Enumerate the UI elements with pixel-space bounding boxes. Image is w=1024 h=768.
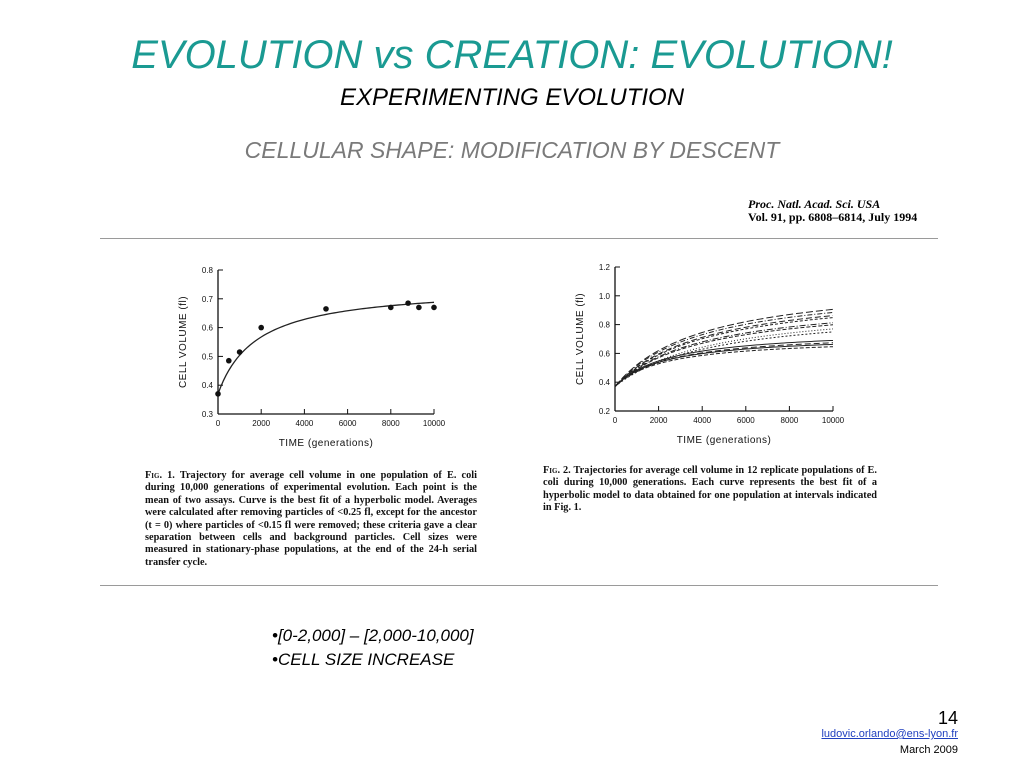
x-tick-label: 4000 xyxy=(296,419,314,428)
y-tick-label: 0.6 xyxy=(202,324,214,333)
y-tick-label: 0.8 xyxy=(202,266,214,275)
data-point xyxy=(215,391,221,397)
x-tick-label: 0 xyxy=(613,416,618,425)
y-tick-label: 0.4 xyxy=(202,381,214,390)
figure-2-label: Fig. 2. xyxy=(543,465,571,476)
y-tick-label: 0.3 xyxy=(202,410,214,419)
replicate-population-curve xyxy=(614,339,834,387)
section-heading: CELLULAR SHAPE: MODIFICATION BY DESCENT xyxy=(244,137,780,163)
replicate-population-curve xyxy=(614,343,834,387)
data-point xyxy=(226,357,232,364)
citation-journal: Proc. Natl. Acad. Sci. USA xyxy=(748,197,881,211)
replicate-population-curve xyxy=(614,331,834,387)
replicate-population-curve xyxy=(614,342,834,387)
x-tick-label: 6000 xyxy=(737,416,755,425)
replicate-population-curve xyxy=(614,324,834,387)
slide-title: EVOLUTION vs CREATION: EVOLUTION! xyxy=(131,33,893,77)
journal-citation: Proc. Natl. Acad. Sci. USA Vol. 91, pp. … xyxy=(748,198,917,224)
fit-curve xyxy=(217,301,435,395)
y-axis-label: CELL VOLUME (fl) xyxy=(575,293,586,385)
x-tick-label: 2000 xyxy=(650,416,668,425)
replicate-population-curve xyxy=(614,315,834,387)
x-tick-label: 2000 xyxy=(252,419,270,428)
x-tick-label: 6000 xyxy=(339,419,357,428)
data-point xyxy=(258,324,264,331)
x-tick-label: 0 xyxy=(216,419,221,428)
replicate-population-curve xyxy=(614,308,834,387)
figure-1-label: Fig. 1. xyxy=(145,470,175,481)
y-tick-label: 0.2 xyxy=(599,407,611,416)
y-tick-label: 0.4 xyxy=(599,378,611,387)
x-tick-label: 10000 xyxy=(822,416,845,425)
figure-1-text: Trajectory for average cell volume in on… xyxy=(145,470,477,568)
x-tick-label: 8000 xyxy=(382,419,400,428)
bullet-item: •CELL SIZE INCREASE xyxy=(272,650,455,669)
slide-subtitle: EXPERIMENTING EVOLUTION xyxy=(339,84,685,111)
bullet-item: •[0-2,000] – [2,000-10,000] xyxy=(272,626,474,645)
y-tick-label: 0.6 xyxy=(599,349,611,358)
replicate-population-curve xyxy=(614,346,834,387)
x-tick-label: 10000 xyxy=(423,419,446,428)
author-email-link[interactable]: ludovic.orlando@ens-lyon.fr xyxy=(821,728,958,740)
figure-2-chart: 0.2 0.4 0.6 0.8 1.0 1.2 0 2000 4000 6000 8000 10000… xyxy=(575,263,845,446)
x-axis-label: TIME (generations) xyxy=(677,435,772,446)
citation-volume: Vol. 91, pp. 6808–6814, July 1994 xyxy=(748,210,918,224)
top-divider xyxy=(100,238,938,239)
y-tick-label: 0.8 xyxy=(599,321,611,330)
data-point xyxy=(405,300,411,306)
y-axis-label: CELL VOLUME (fl) xyxy=(178,296,189,388)
y-tick-label: 1.0 xyxy=(599,292,611,301)
y-tick-label: 0.7 xyxy=(202,295,214,304)
figure-2-caption: Fig. 2. Trajectories for average cell vo… xyxy=(543,465,877,515)
data-point xyxy=(323,306,329,312)
bullet-list: •[0-2,000] – [2,000-10,000] •CELL SIZE I… xyxy=(272,624,474,672)
x-tick-label: 4000 xyxy=(693,416,711,425)
x-tick-label: 8000 xyxy=(781,416,799,425)
y-tick-label: 1.2 xyxy=(599,263,611,272)
data-point xyxy=(236,349,243,355)
data-point xyxy=(431,304,437,311)
figure-1-caption: Fig. 1. Trajectory for average cell volu… xyxy=(145,470,477,569)
replicate-population-curve xyxy=(614,317,834,387)
x-axis-label: TIME (generations) xyxy=(279,438,374,449)
replicate-population-curve xyxy=(614,322,834,387)
figure-2-text: Trajectories for average cell volume in … xyxy=(543,465,877,514)
data-point xyxy=(416,304,422,311)
y-tick-label: 0.5 xyxy=(202,352,214,361)
bottom-divider xyxy=(100,585,938,586)
replicate-population-curve xyxy=(614,311,834,387)
data-point xyxy=(388,304,394,311)
slide-date: March 2009 xyxy=(899,744,958,756)
page-number: 14 xyxy=(937,708,958,728)
figure-1-chart: 0.3 0.4 0.5 0.6 0.7 0.8 0 2000 4000 6000 8000 10000… xyxy=(178,266,446,449)
